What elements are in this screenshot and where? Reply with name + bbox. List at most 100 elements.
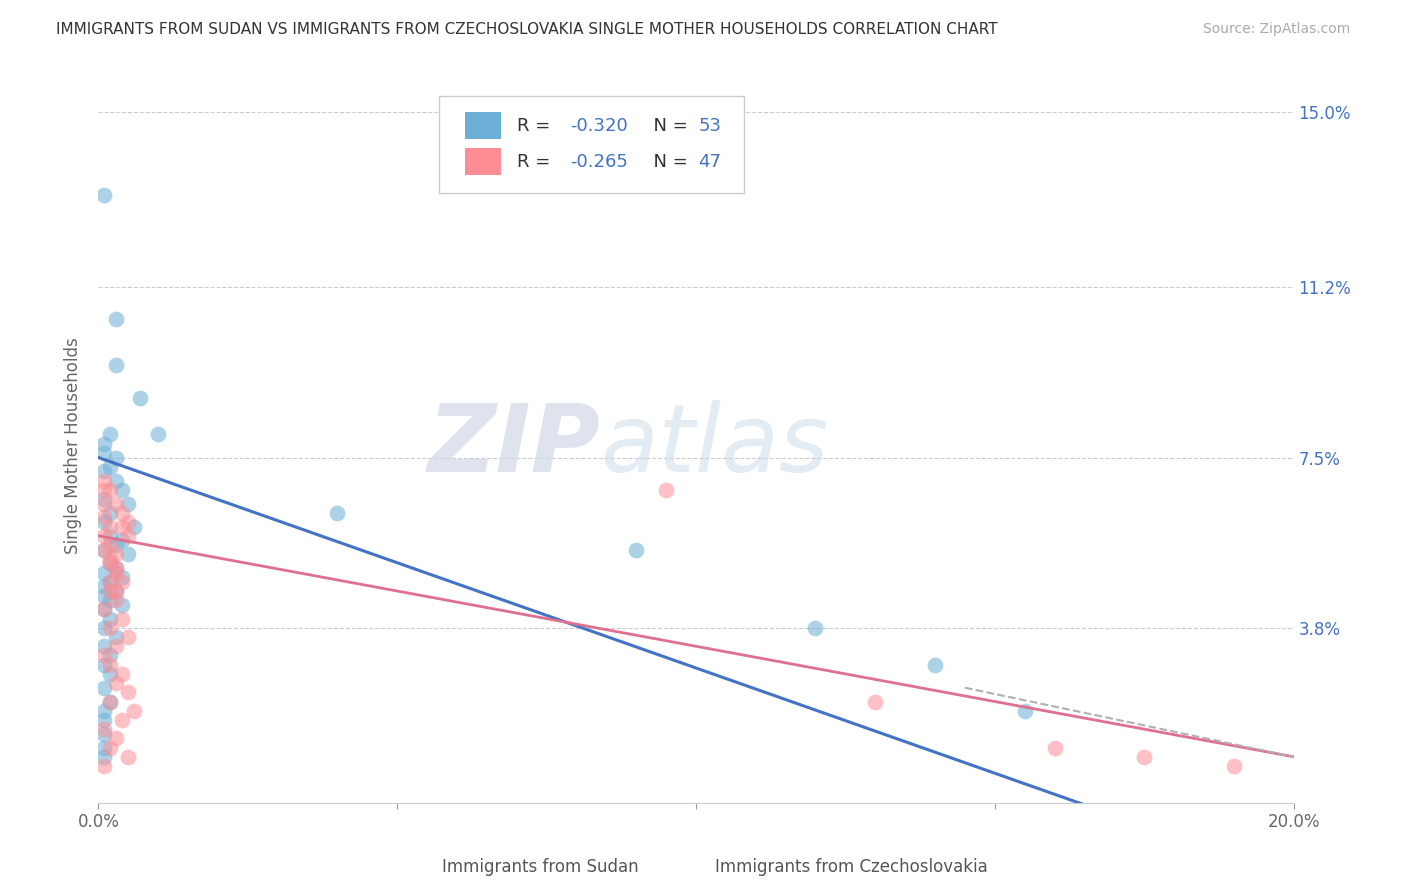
Point: [93, 740, 115, 755]
Point: [98, 551, 122, 566]
Point: [124, 519, 146, 533]
Text: -0.265: -0.265: [571, 153, 628, 171]
Point: [93, 602, 115, 616]
Point: [98, 593, 122, 607]
Point: [93, 566, 115, 580]
Point: [105, 538, 128, 552]
Point: [93, 474, 115, 488]
Point: [93, 491, 115, 506]
Point: [1043, 740, 1066, 755]
Point: [98, 483, 122, 497]
Point: [105, 676, 128, 690]
Point: [124, 704, 146, 718]
Bar: [465, 148, 501, 175]
Point: [93, 510, 115, 524]
Point: [105, 566, 128, 580]
Point: [93, 542, 115, 557]
Point: [105, 312, 128, 326]
Point: [111, 570, 134, 584]
Point: [98, 648, 122, 663]
Point: [98, 694, 122, 708]
Point: [98, 538, 122, 552]
Text: 47: 47: [699, 153, 721, 171]
Point: [129, 391, 152, 405]
Text: IMMIGRANTS FROM SUDAN VS IMMIGRANTS FROM CZECHOSLOVAKIA SINGLE MOTHER HOUSEHOLDS: IMMIGRANTS FROM SUDAN VS IMMIGRANTS FROM…: [56, 22, 998, 37]
Point: [98, 612, 122, 626]
Text: atlas: atlas: [600, 401, 828, 491]
Point: [98, 666, 122, 681]
Text: ZIP: ZIP: [427, 400, 600, 492]
Point: [98, 657, 122, 672]
Point: [93, 749, 115, 764]
Point: [105, 584, 128, 599]
Point: [117, 630, 139, 644]
Point: [98, 519, 122, 533]
Point: [117, 529, 139, 543]
Point: [111, 519, 134, 533]
Point: [98, 557, 122, 571]
Point: [98, 427, 122, 442]
Point: [93, 515, 115, 529]
Point: [326, 506, 349, 520]
Text: N =: N =: [643, 118, 693, 136]
Point: [111, 483, 134, 497]
Point: [117, 515, 139, 529]
Point: [98, 529, 122, 543]
Point: [93, 648, 115, 663]
Point: [93, 602, 115, 616]
Point: [105, 450, 128, 465]
Point: [111, 713, 134, 727]
Bar: [465, 112, 501, 139]
Point: [93, 759, 115, 773]
FancyBboxPatch shape: [439, 96, 744, 193]
Point: [111, 533, 134, 548]
Point: [105, 547, 128, 561]
Point: [105, 640, 128, 654]
Text: Immigrants from Sudan: Immigrants from Sudan: [443, 858, 638, 876]
Point: [117, 685, 139, 699]
Point: [1223, 759, 1246, 773]
Point: [98, 621, 122, 635]
Point: [804, 621, 827, 635]
Point: [98, 574, 122, 589]
Point: [98, 574, 122, 589]
Text: 53: 53: [699, 118, 721, 136]
Point: [98, 557, 122, 571]
Point: [105, 561, 128, 575]
Point: [117, 497, 139, 511]
Bar: [433, 851, 463, 878]
Y-axis label: Single Mother Households: Single Mother Households: [65, 338, 83, 554]
Point: [98, 694, 122, 708]
Text: -0.320: -0.320: [571, 118, 628, 136]
Point: [105, 731, 128, 746]
Point: [93, 436, 115, 450]
Point: [98, 459, 122, 474]
Point: [93, 704, 115, 718]
Point: [105, 474, 128, 488]
Bar: [720, 851, 749, 878]
Point: [111, 574, 134, 589]
Point: [111, 666, 134, 681]
Point: [93, 497, 115, 511]
Point: [93, 727, 115, 741]
Point: [1014, 704, 1036, 718]
Point: [93, 621, 115, 635]
Point: [93, 681, 115, 695]
Point: [105, 561, 128, 575]
Text: R =: R =: [517, 118, 555, 136]
Point: [105, 630, 128, 644]
Point: [93, 657, 115, 672]
Point: [98, 584, 122, 599]
Point: [93, 722, 115, 736]
Point: [98, 506, 122, 520]
Point: [93, 713, 115, 727]
Point: [98, 740, 122, 755]
Point: [117, 749, 139, 764]
Point: [93, 483, 115, 497]
Point: [105, 584, 128, 599]
Point: [93, 529, 115, 543]
Point: [924, 657, 946, 672]
Point: [111, 598, 134, 612]
Text: Immigrants from Czechoslovakia: Immigrants from Czechoslovakia: [716, 858, 987, 876]
Point: [148, 427, 170, 442]
